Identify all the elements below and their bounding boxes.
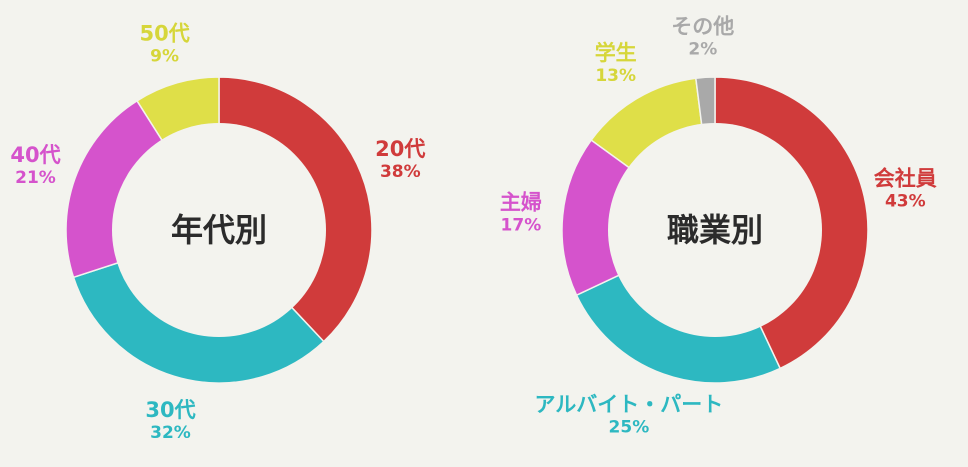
slice-label-occupation-0: 会社員	[874, 167, 937, 191]
slice-label-age-3: 50代	[139, 22, 189, 46]
slice-percent-age-1: 32%	[150, 423, 191, 443]
slice-percent-occupation-1: 25%	[609, 418, 650, 438]
slice-percent-occupation-4: 2%	[688, 39, 717, 59]
slice-percent-occupation-3: 13%	[595, 66, 636, 86]
slice-label-age-1: 30代	[145, 398, 195, 422]
slice-percent-occupation-2: 17%	[501, 216, 542, 236]
slice-label-occupation-3: 学生	[595, 41, 637, 65]
donut-age-title: 年代別	[171, 211, 267, 249]
slice-label-age-2: 40代	[10, 143, 60, 167]
donut-age-hole	[112, 123, 326, 337]
slice-label-occupation-4: その他	[671, 14, 734, 38]
slice-label-occupation-2: 主婦	[500, 191, 542, 215]
slice-label-occupation-1: アルバイト・パート	[535, 393, 724, 417]
slice-percent-age-2: 21%	[15, 168, 56, 188]
donut-occupation-hole	[608, 123, 822, 337]
slice-percent-age-3: 9%	[150, 47, 179, 67]
slice-percent-occupation-0: 43%	[885, 192, 926, 212]
donut-occupation-title: 職業別	[667, 211, 763, 249]
slice-percent-age-0: 38%	[380, 162, 421, 182]
slice-label-age-0: 20代	[375, 137, 425, 161]
